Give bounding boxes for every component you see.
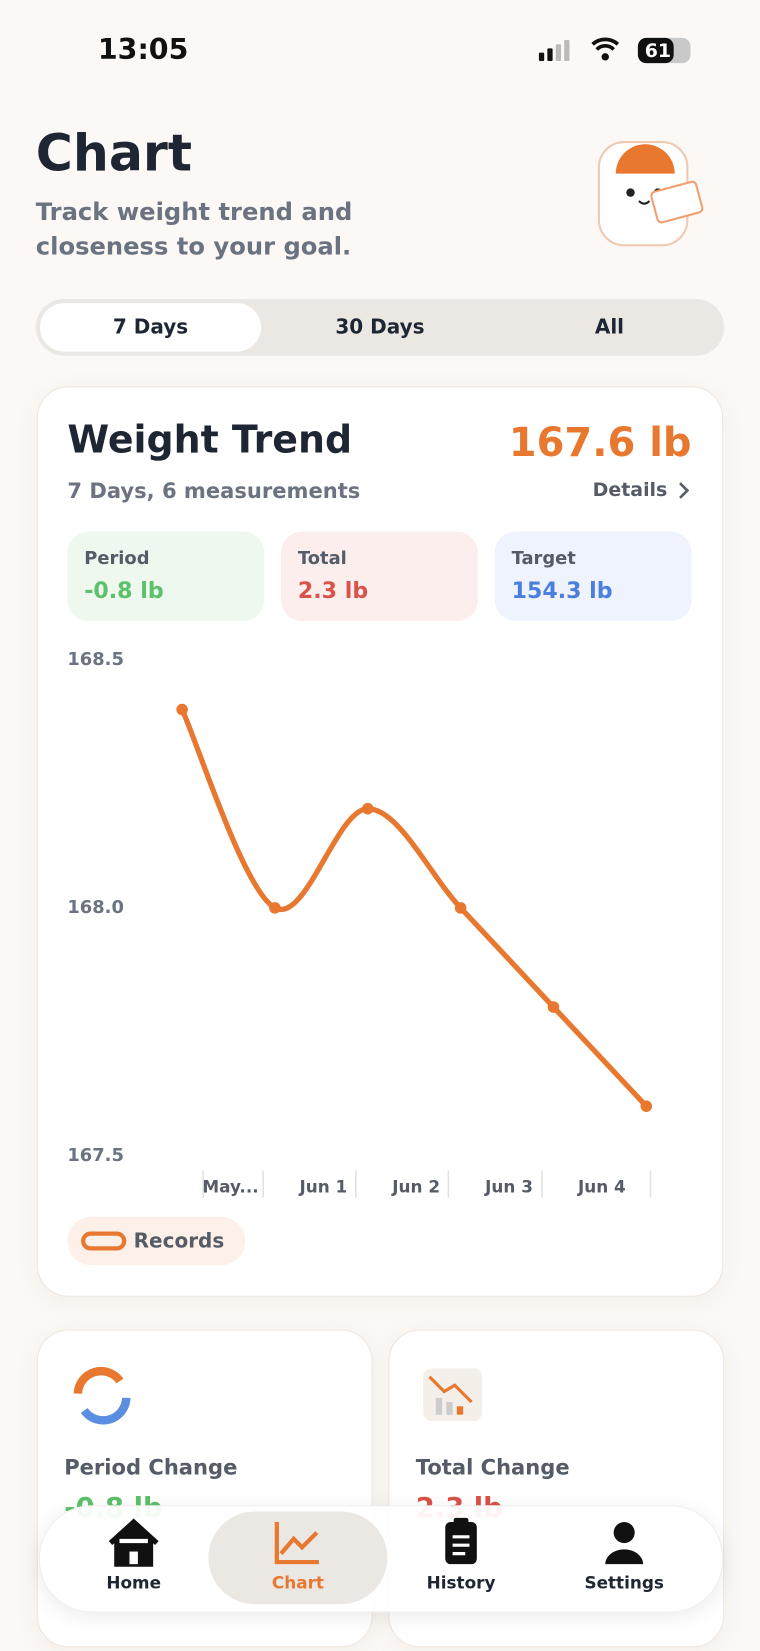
tab-icons xyxy=(108,1517,644,1567)
stat-target: Target 154.3 lb xyxy=(494,531,692,622)
range-tab[interactable]: 30 Days xyxy=(335,315,425,339)
tab-label[interactable]: Chart xyxy=(271,1572,324,1593)
stat-total: Total 2.3 lb xyxy=(281,531,478,622)
trend-card xyxy=(36,386,724,1297)
status-time: 13:05 xyxy=(97,33,189,67)
page-subtitle: Track weight trend and closeness to your… xyxy=(35,198,353,262)
summary-title: Total Change xyxy=(415,1454,570,1480)
card-title: Weight Trend xyxy=(67,418,353,463)
stat-value: 154.3 lb xyxy=(511,577,613,604)
range-tab-selected xyxy=(39,303,262,352)
details-link[interactable]: Details xyxy=(592,478,668,502)
summary-title: Period Change xyxy=(64,1454,238,1480)
stat-value: -0.8 lb xyxy=(84,577,164,604)
tab-label[interactable]: Home xyxy=(106,1572,161,1593)
stat-label: Total xyxy=(297,548,347,570)
status-icons: 61 xyxy=(538,37,691,64)
tab-label[interactable]: Settings xyxy=(584,1572,664,1593)
battery-level: 61 xyxy=(645,40,671,62)
period-icon xyxy=(73,1366,131,1425)
chevron xyxy=(679,482,690,499)
stat-period: Period -0.8 lb xyxy=(67,531,265,622)
stat-label: Period xyxy=(84,548,150,570)
stat-label: Target xyxy=(511,548,576,570)
card-subtitle: 7 Days, 6 measurements xyxy=(67,477,361,504)
tab-selected xyxy=(208,1511,388,1605)
current-weight: 167.6 lb xyxy=(508,418,692,466)
range-tab[interactable]: All xyxy=(594,315,625,339)
total-icon xyxy=(423,1368,483,1422)
mascot xyxy=(597,141,704,247)
page-title: Chart xyxy=(35,124,193,184)
range-tab[interactable]: 7 Days xyxy=(112,315,189,339)
tab-label[interactable]: History xyxy=(426,1572,496,1593)
stat-value: 2.3 lb xyxy=(297,577,369,604)
